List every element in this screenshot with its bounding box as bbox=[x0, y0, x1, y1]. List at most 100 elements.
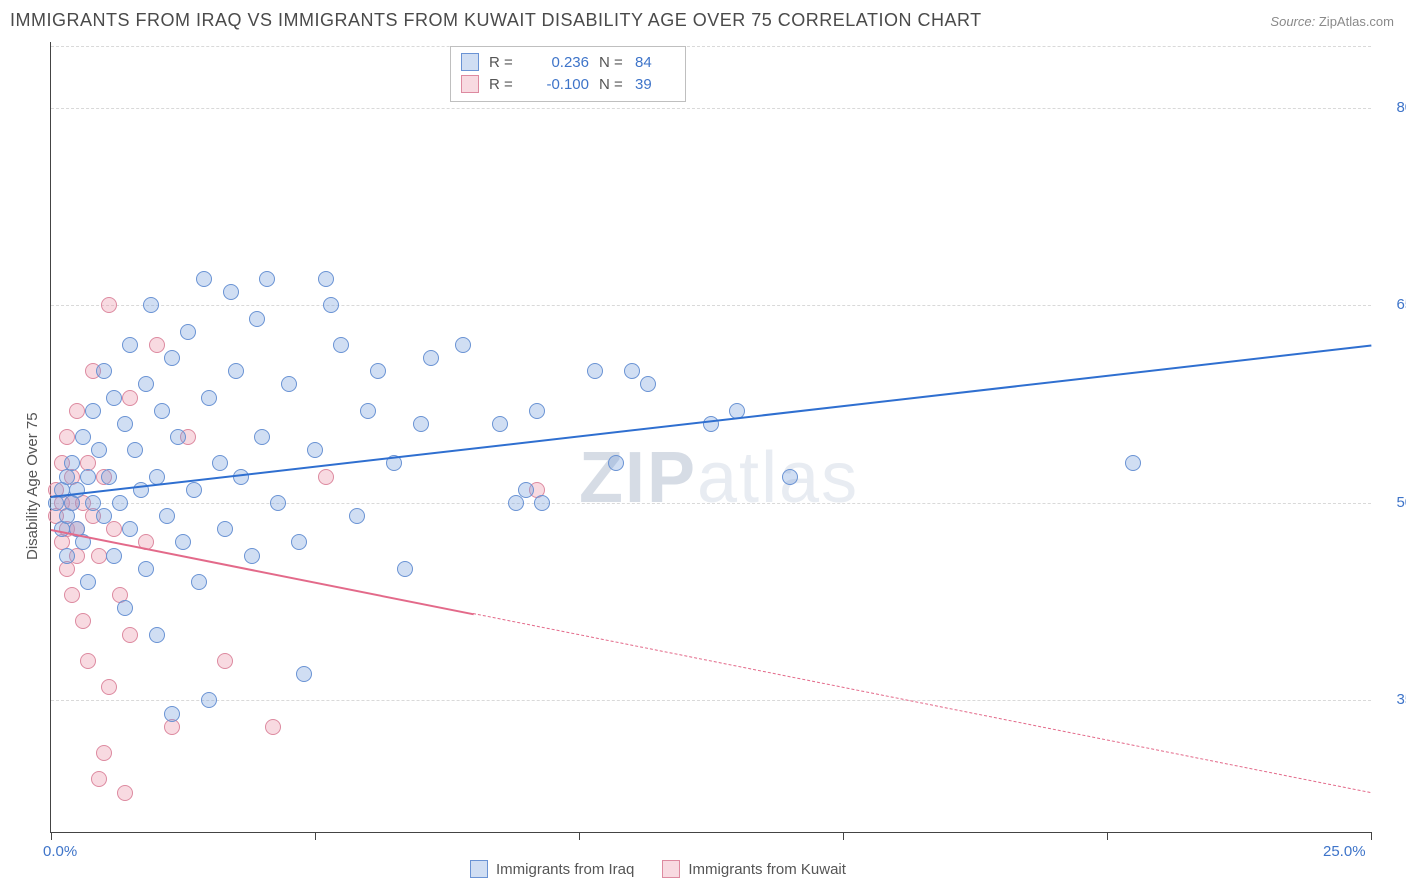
data-point-kuwait bbox=[96, 745, 112, 761]
x-tick-label: 0.0% bbox=[43, 843, 77, 860]
data-point-iraq bbox=[782, 469, 798, 485]
legend-item-iraq: Immigrants from Iraq bbox=[470, 860, 634, 878]
legend-label-iraq: Immigrants from Iraq bbox=[496, 861, 634, 878]
data-point-kuwait bbox=[101, 297, 117, 313]
x-tick-mark bbox=[1107, 832, 1108, 840]
data-point-iraq bbox=[127, 442, 143, 458]
data-point-iraq bbox=[122, 521, 138, 537]
data-point-iraq bbox=[201, 390, 217, 406]
data-point-kuwait bbox=[91, 548, 107, 564]
watermark: ZIPatlas bbox=[579, 437, 859, 519]
data-point-kuwait bbox=[122, 390, 138, 406]
data-point-iraq bbox=[249, 311, 265, 327]
data-point-iraq bbox=[223, 284, 239, 300]
data-point-iraq bbox=[64, 455, 80, 471]
x-tick-mark bbox=[579, 832, 580, 840]
y-tick-label: 80.0% bbox=[1396, 99, 1406, 116]
data-point-iraq bbox=[270, 495, 286, 511]
r-label: R = bbox=[489, 76, 515, 93]
data-point-iraq bbox=[80, 574, 96, 590]
data-point-iraq bbox=[534, 495, 550, 511]
legend-swatch-iraq bbox=[470, 860, 488, 878]
data-point-iraq bbox=[138, 561, 154, 577]
data-point-iraq bbox=[186, 482, 202, 498]
data-point-iraq bbox=[423, 350, 439, 366]
y-axis-label: Disability Age Over 75 bbox=[24, 412, 41, 560]
x-tick-mark bbox=[315, 832, 316, 840]
data-point-kuwait bbox=[101, 679, 117, 695]
data-point-iraq bbox=[624, 363, 640, 379]
gridline bbox=[51, 503, 1371, 504]
r-value: -0.100 bbox=[525, 76, 589, 93]
gridline bbox=[51, 700, 1371, 701]
data-point-iraq bbox=[254, 429, 270, 445]
data-point-iraq bbox=[91, 442, 107, 458]
data-point-iraq bbox=[291, 534, 307, 550]
chart-title: IMMIGRANTS FROM IRAQ VS IMMIGRANTS FROM … bbox=[10, 10, 982, 31]
data-point-iraq bbox=[191, 574, 207, 590]
r-value: 0.236 bbox=[525, 54, 589, 71]
data-point-kuwait bbox=[80, 653, 96, 669]
data-point-iraq bbox=[112, 495, 128, 511]
legend-label-kuwait: Immigrants from Kuwait bbox=[688, 861, 846, 878]
source-attribution: Source: ZipAtlas.com bbox=[1270, 14, 1394, 29]
data-point-kuwait bbox=[318, 469, 334, 485]
y-tick-label: 35.0% bbox=[1396, 691, 1406, 708]
data-point-iraq bbox=[349, 508, 365, 524]
data-point-iraq bbox=[413, 416, 429, 432]
data-point-iraq bbox=[318, 271, 334, 287]
data-point-kuwait bbox=[64, 587, 80, 603]
trend-kuwait-ext bbox=[473, 613, 1371, 793]
data-point-iraq bbox=[96, 508, 112, 524]
data-point-iraq bbox=[149, 627, 165, 643]
data-point-kuwait bbox=[217, 653, 233, 669]
data-point-iraq bbox=[518, 482, 534, 498]
data-point-kuwait bbox=[117, 785, 133, 801]
x-tick-mark bbox=[51, 832, 52, 840]
data-point-iraq bbox=[85, 403, 101, 419]
x-tick-label: 25.0% bbox=[1323, 843, 1366, 860]
data-point-iraq bbox=[159, 508, 175, 524]
data-point-iraq bbox=[307, 442, 323, 458]
data-point-kuwait bbox=[91, 771, 107, 787]
legend-bottom: Immigrants from Iraq Immigrants from Kuw… bbox=[470, 860, 846, 878]
data-point-iraq bbox=[154, 403, 170, 419]
data-point-kuwait bbox=[149, 337, 165, 353]
legend-row-iraq: R =0.236N =84 bbox=[461, 51, 675, 73]
data-point-iraq bbox=[80, 469, 96, 485]
data-point-kuwait bbox=[106, 521, 122, 537]
data-point-iraq bbox=[296, 666, 312, 682]
data-point-iraq bbox=[117, 600, 133, 616]
data-point-iraq bbox=[101, 469, 117, 485]
data-point-iraq bbox=[122, 337, 138, 353]
data-point-kuwait bbox=[59, 429, 75, 445]
data-point-iraq bbox=[106, 390, 122, 406]
data-point-iraq bbox=[323, 297, 339, 313]
source-value: ZipAtlas.com bbox=[1319, 14, 1394, 29]
data-point-iraq bbox=[703, 416, 719, 432]
data-point-iraq bbox=[201, 692, 217, 708]
data-point-iraq bbox=[59, 548, 75, 564]
data-point-iraq bbox=[455, 337, 471, 353]
y-tick-label: 50.0% bbox=[1396, 494, 1406, 511]
data-point-iraq bbox=[212, 455, 228, 471]
data-point-iraq bbox=[397, 561, 413, 577]
data-point-iraq bbox=[180, 324, 196, 340]
gridline bbox=[51, 108, 1371, 109]
data-point-kuwait bbox=[122, 627, 138, 643]
data-point-iraq bbox=[259, 271, 275, 287]
data-point-iraq bbox=[640, 376, 656, 392]
data-point-iraq bbox=[196, 271, 212, 287]
data-point-iraq bbox=[360, 403, 376, 419]
source-label: Source: bbox=[1270, 14, 1315, 29]
data-point-iraq bbox=[608, 455, 624, 471]
data-point-kuwait bbox=[75, 613, 91, 629]
gridline bbox=[51, 46, 1371, 47]
data-point-iraq bbox=[244, 548, 260, 564]
x-tick-mark bbox=[1371, 832, 1372, 840]
legend-swatch bbox=[461, 53, 479, 71]
n-label: N = bbox=[599, 54, 625, 71]
plot-area: 35.0%50.0%65.0%80.0%0.0%25.0%ZIPatlas bbox=[50, 42, 1371, 833]
data-point-iraq bbox=[164, 350, 180, 366]
data-point-iraq bbox=[149, 469, 165, 485]
